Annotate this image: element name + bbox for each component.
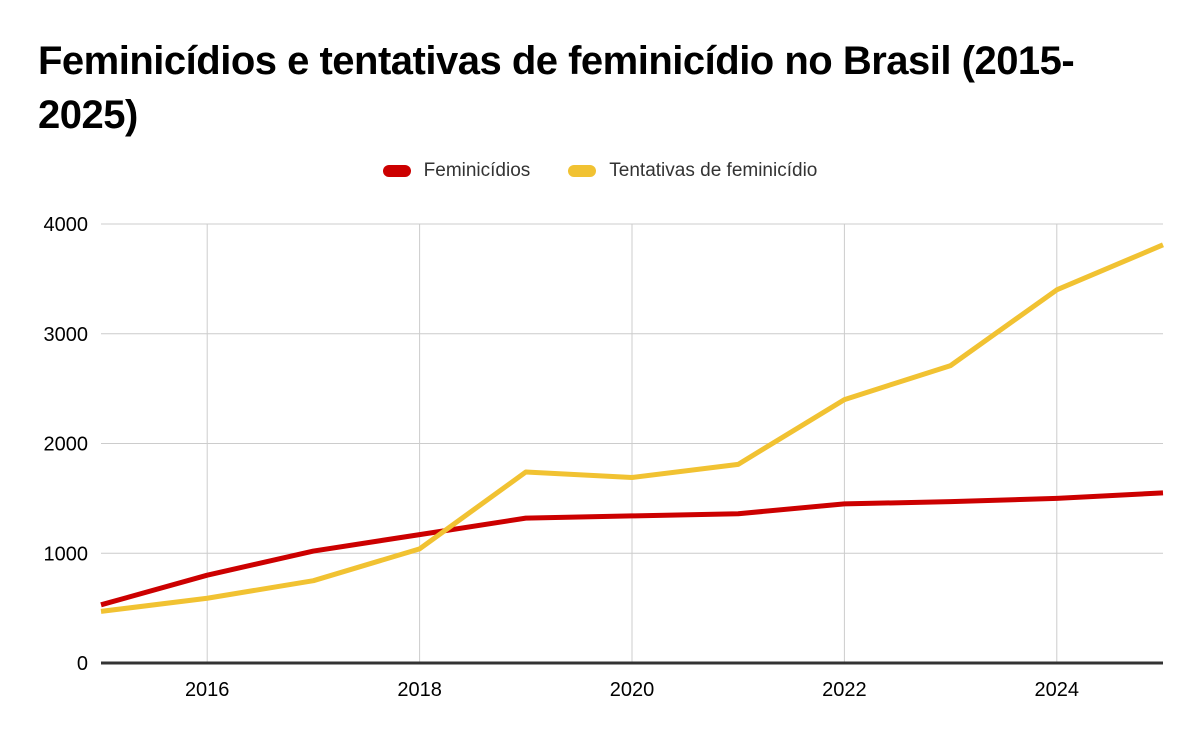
legend-swatch-tentativas bbox=[568, 165, 597, 177]
y-tick-label: 4000 bbox=[44, 214, 89, 236]
series-line-0 bbox=[100, 490, 1164, 608]
y-tick-label: 2000 bbox=[44, 434, 89, 456]
legend-swatch-feminicidios bbox=[382, 165, 411, 177]
x-tick-label: 2020 bbox=[610, 679, 655, 701]
x-tick-label: 2024 bbox=[1035, 679, 1080, 701]
y-tick-label: 0 bbox=[77, 653, 88, 675]
x-tick-label: 2016 bbox=[185, 679, 230, 701]
chart-title: Feminicídios e tentativas de feminicídio… bbox=[38, 34, 1075, 142]
chart-title-line-1: Feminicídios e tentativas de feminicídio… bbox=[38, 39, 1075, 83]
legend-item-feminicidios: Feminicídios bbox=[382, 160, 531, 182]
legend-label-feminicidios: Feminicídios bbox=[423, 160, 531, 181]
y-tick-label: 1000 bbox=[44, 543, 89, 565]
chart-title-line-2: 2025) bbox=[38, 93, 138, 137]
y-tick-label: 3000 bbox=[44, 324, 89, 346]
legend-label-tentativas: Tentativas de feminicídio bbox=[609, 160, 818, 181]
x-tick-label: 2018 bbox=[397, 679, 442, 701]
chart-legend: Feminicídios Tentativas de feminicídio bbox=[0, 160, 1200, 182]
legend-item-tentativas: Tentativas de feminicídio bbox=[568, 160, 817, 182]
series-line-1 bbox=[100, 242, 1164, 614]
x-tick-label: 2022 bbox=[822, 679, 867, 701]
